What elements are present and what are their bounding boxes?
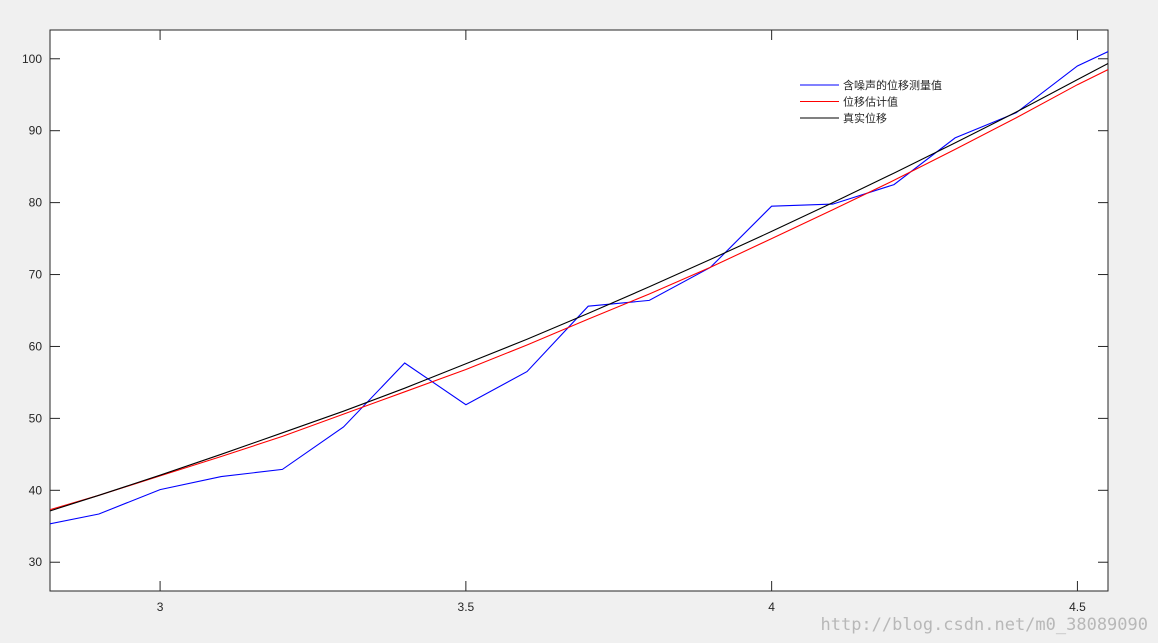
y-tick-label: 100 bbox=[22, 52, 42, 66]
series-line-3 bbox=[50, 62, 1108, 512]
plot-area bbox=[49, 29, 1109, 592]
x-tick-label: 4.5 bbox=[1069, 600, 1086, 614]
legend-label: 含噪声的位移测量值 bbox=[843, 78, 942, 92]
legend-label: 真实位移 bbox=[843, 111, 887, 125]
y-tick-label: 80 bbox=[29, 196, 43, 210]
watermark-text: http://blog.csdn.net/m0_38089090 bbox=[820, 615, 1148, 635]
y-tick-label: 90 bbox=[29, 124, 43, 138]
y-tick-label: 70 bbox=[29, 268, 43, 282]
legend-label: 位移估计值 bbox=[843, 95, 898, 109]
y-tick-label: 60 bbox=[29, 339, 43, 353]
x-tick-label: 3.5 bbox=[458, 600, 475, 614]
x-tick-label: 4 bbox=[768, 600, 775, 614]
series-line-1 bbox=[50, 50, 1108, 525]
y-tick-label: 30 bbox=[29, 555, 43, 569]
y-tick-label: 50 bbox=[29, 411, 43, 425]
series-line-2 bbox=[50, 68, 1108, 511]
x-tick-label: 3 bbox=[157, 600, 164, 614]
y-tick-label: 40 bbox=[29, 483, 43, 497]
